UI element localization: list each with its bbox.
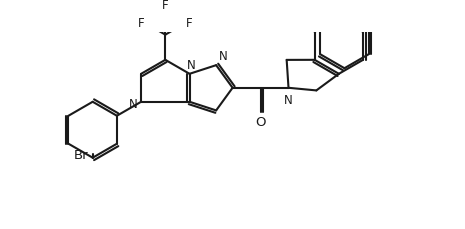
Text: F: F <box>162 0 169 12</box>
Text: F: F <box>186 17 193 30</box>
Text: N: N <box>284 93 293 106</box>
Text: N: N <box>186 59 195 72</box>
Text: F: F <box>138 17 145 30</box>
Text: N: N <box>129 97 138 110</box>
Text: N: N <box>219 50 228 63</box>
Text: O: O <box>255 115 266 128</box>
Text: Br: Br <box>74 149 88 162</box>
